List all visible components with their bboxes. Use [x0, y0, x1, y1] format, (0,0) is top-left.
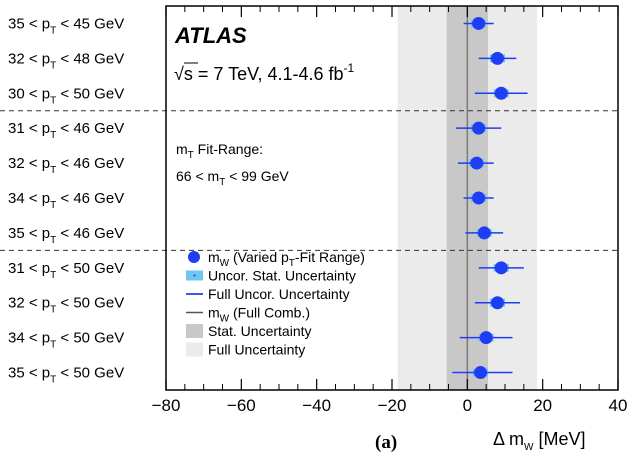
experiment-label: ATLAS [174, 23, 247, 48]
legend-item: mW (Varied pT-Fit Range) [188, 249, 365, 269]
point-marker [477, 226, 491, 240]
legend-item: Full Uncertainty [186, 342, 305, 358]
data-point [465, 226, 504, 240]
point-marker [494, 86, 508, 100]
legend-label: mW (Full Comb.) [208, 305, 310, 325]
x-tick-label: 0 [463, 396, 472, 415]
x-tick-label: 20 [533, 396, 552, 415]
legend-item: Stat. Uncertainty [186, 323, 312, 339]
energy-label: √s = 7 TeV, 4.1-4.6 fb-1 [174, 61, 354, 84]
category-label: 35 < pT < 46 GeV [8, 225, 124, 246]
data-point [474, 86, 528, 100]
legend-label: Full Uncor. Uncertainty [208, 286, 350, 302]
point-marker [472, 16, 486, 30]
data-point [459, 331, 513, 345]
category-labels: 35 < pT < 45 GeV 32 < pT < 48 GeV 30 < pT … [8, 15, 124, 385]
data-point [478, 51, 517, 65]
legend-stat-fill-icon [186, 324, 203, 338]
category-label: 32 < pT < 46 GeV [8, 155, 124, 176]
x-tick-label: −60 [227, 396, 256, 415]
category-label: 34 < pT < 46 GeV [8, 190, 124, 211]
category-label: 32 < pT < 50 GeV [8, 295, 124, 316]
data-point [474, 296, 521, 310]
data-point [463, 16, 494, 30]
x-axis: −80 −60 −40 −20 0 20 40 [152, 5, 628, 415]
x-tick-label: −40 [302, 396, 331, 415]
category-label: 35 < pT < 45 GeV [8, 15, 124, 36]
data-point [457, 156, 494, 170]
x-tick-label: −80 [152, 396, 181, 415]
fit-range-value: 66 < mT < 99 GeV [176, 168, 289, 188]
legend-stat-dot-icon [193, 274, 196, 277]
legend-label: mW (Varied pT-Fit Range) [208, 249, 365, 269]
x-tick-label: 40 [609, 396, 628, 415]
point-marker [490, 51, 504, 65]
point-marker [472, 121, 486, 135]
legend-label: Full Uncertainty [208, 342, 305, 358]
legend-label: Uncor. Stat. Uncertainty [208, 268, 356, 284]
point-marker [494, 261, 508, 275]
legend: mW (Varied pT-Fit Range)Uncor. Stat. Unc… [186, 249, 365, 358]
data-point [463, 191, 494, 205]
separator-lines [0, 110, 618, 251]
legend-item: Uncor. Stat. Uncertainty [186, 268, 356, 284]
category-label: 31 < pT < 50 GeV [8, 260, 124, 281]
data-point [456, 121, 502, 135]
point-marker [479, 331, 493, 345]
x-axis-label: Δ mW [MeV] [493, 429, 586, 453]
fit-range-label: mT Fit-Range: [176, 141, 263, 161]
legend-item: mW (Full Comb.) [186, 305, 310, 325]
x-tick-label: −20 [378, 396, 407, 415]
data-points [452, 16, 528, 380]
legend-label: Stat. Uncertainty [208, 323, 312, 339]
svg-text:√s = 7 TeV, 4.1-4.6 fb-1: √s = 7 TeV, 4.1-4.6 fb-1 [174, 61, 354, 84]
point-marker [472, 191, 486, 205]
panel-label: (a) [375, 432, 397, 453]
category-label: 34 < pT < 50 GeV [8, 330, 124, 351]
point-marker [470, 156, 484, 170]
category-label: 30 < pT < 50 GeV [8, 85, 124, 106]
category-label: 35 < pT < 50 GeV [8, 365, 124, 386]
category-label: 31 < pT < 46 GeV [8, 120, 124, 141]
legend-full-fill-icon [186, 342, 203, 357]
legend-marker-icon [188, 251, 200, 263]
data-point [478, 261, 524, 275]
legend-item: Full Uncor. Uncertainty [186, 286, 350, 302]
point-marker [490, 296, 504, 310]
data-point [452, 366, 513, 380]
point-marker [474, 366, 488, 380]
category-label: 32 < pT < 48 GeV [8, 50, 124, 71]
